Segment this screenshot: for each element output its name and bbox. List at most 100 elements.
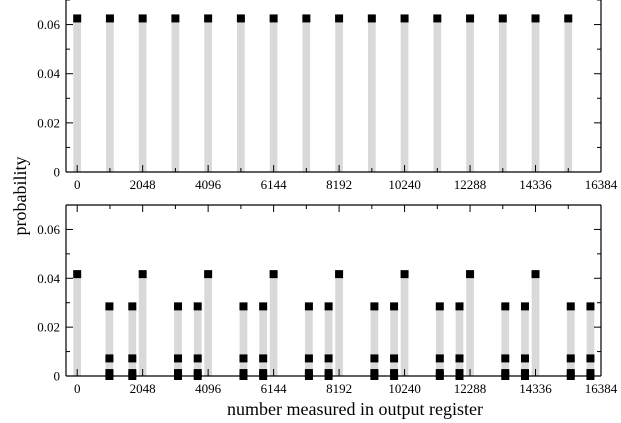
bottom-bar [521, 306, 529, 376]
top-x-tick-label: 2048 [130, 177, 156, 192]
top-bar [433, 18, 442, 173]
bottom-marker [566, 354, 575, 363]
bottom-bar [455, 306, 464, 376]
bottom-marker [335, 270, 344, 279]
bottom-marker [370, 354, 379, 363]
bottom-marker [193, 354, 202, 363]
top-x-tick-label: 0 [74, 177, 81, 192]
bottom-marker [455, 302, 464, 311]
bottom-bar [239, 306, 248, 376]
top-bar [564, 18, 573, 173]
bottom-marker [370, 302, 379, 311]
top-bar [400, 18, 409, 173]
bottom-bar [73, 274, 82, 376]
bottom-panel: 0 2048 4096 6144 8192 10240 12288 14336 16384 0 0.… [37, 204, 618, 396]
bottom-bar [269, 274, 278, 376]
bottom-x-tick-label: 16384 [585, 381, 618, 396]
top-marker [171, 14, 180, 23]
bottom-x-tick-label: 4096 [195, 381, 222, 396]
bottom-bar [400, 274, 409, 376]
x-axis-title: number measured in output register [227, 399, 483, 419]
bottom-marker [501, 302, 510, 311]
bottom-marker [466, 270, 475, 279]
bottom-marker [204, 270, 213, 279]
bottom-marker [586, 354, 595, 363]
top-x-tick-label: 10240 [388, 177, 421, 192]
bottom-bar [466, 274, 474, 376]
bottom-bar [586, 306, 595, 376]
top-bar [531, 18, 540, 173]
top-bar [335, 18, 343, 173]
top-marker [105, 14, 114, 23]
top-marker [138, 14, 147, 23]
bottom-marker [128, 354, 137, 363]
bottom-marker [193, 302, 202, 311]
bottom-y-tick-label: 0.02 [37, 320, 60, 335]
top-x-tick-label: 14336 [519, 177, 552, 192]
bottom-marker [174, 302, 183, 311]
bottom-marker [304, 354, 313, 363]
top-marker [466, 14, 475, 23]
bottom-marker [520, 354, 529, 363]
bottom-bar [324, 306, 333, 376]
top-bar [171, 18, 180, 173]
bottom-marker [128, 302, 137, 311]
bottom-marker [324, 302, 333, 311]
top-bar [106, 18, 114, 173]
top-bar [466, 18, 474, 173]
bottom-marker [390, 354, 399, 363]
bottom-marker [259, 302, 268, 311]
bottom-bar [501, 306, 510, 376]
top-marker [269, 14, 278, 23]
bottom-x-tick-label: 10240 [388, 381, 421, 396]
bottom-bar [259, 306, 267, 376]
top-y-tick-label: 0.02 [37, 115, 60, 130]
top-bar [237, 18, 245, 173]
top-marker [531, 14, 540, 23]
bottom-bar [435, 306, 444, 376]
bottom-marker [455, 354, 464, 363]
top-bar [269, 18, 278, 173]
bottom-bar [305, 306, 313, 376]
y-axis-title: probability [10, 157, 30, 236]
top-marker [564, 14, 573, 23]
top-marker [400, 14, 409, 23]
top-marker [433, 14, 442, 23]
bottom-x-tick-label: 2048 [130, 381, 156, 396]
bottom-marker [73, 270, 82, 279]
top-x-tick-label: 8192 [326, 177, 352, 192]
top-panel: 0 2048 4096 6144 8192 10240 12288 14336 16384 0 0.… [37, 0, 618, 192]
top-x-tick-label: 4096 [195, 177, 222, 192]
bottom-marker [239, 354, 248, 363]
top-marker [236, 14, 245, 23]
top-x-tick-label: 12288 [454, 177, 487, 192]
top-bar [138, 18, 147, 173]
bottom-marker [566, 302, 575, 311]
top-y-tick-label: 0 [54, 165, 61, 180]
bottom-bar [335, 274, 343, 376]
top-bar [204, 18, 212, 173]
top-marker [204, 14, 213, 23]
bottom-bar [204, 274, 212, 376]
bottom-bar [174, 306, 182, 376]
bottom-marker [501, 354, 510, 363]
top-y-tick-label: 0.04 [37, 66, 60, 81]
bottom-marker [435, 302, 444, 311]
top-marker [498, 14, 507, 23]
bottom-y-tick-label: 0.04 [37, 271, 60, 286]
bottom-marker [520, 302, 529, 311]
top-y-tick-label: 0.06 [37, 17, 60, 32]
top-marker [367, 14, 376, 23]
top-bar [368, 18, 376, 173]
bottom-bar [566, 306, 575, 376]
bottom-y-tick-label: 0.06 [37, 222, 60, 237]
bottom-bar [531, 274, 540, 376]
top-bar [498, 18, 507, 173]
bottom-bar [128, 306, 137, 376]
bottom-marker [435, 354, 444, 363]
bottom-marker [586, 302, 595, 311]
bottom-marker [324, 354, 333, 363]
bottom-bar [370, 306, 379, 376]
bottom-x-tick-label: 8192 [326, 381, 352, 396]
